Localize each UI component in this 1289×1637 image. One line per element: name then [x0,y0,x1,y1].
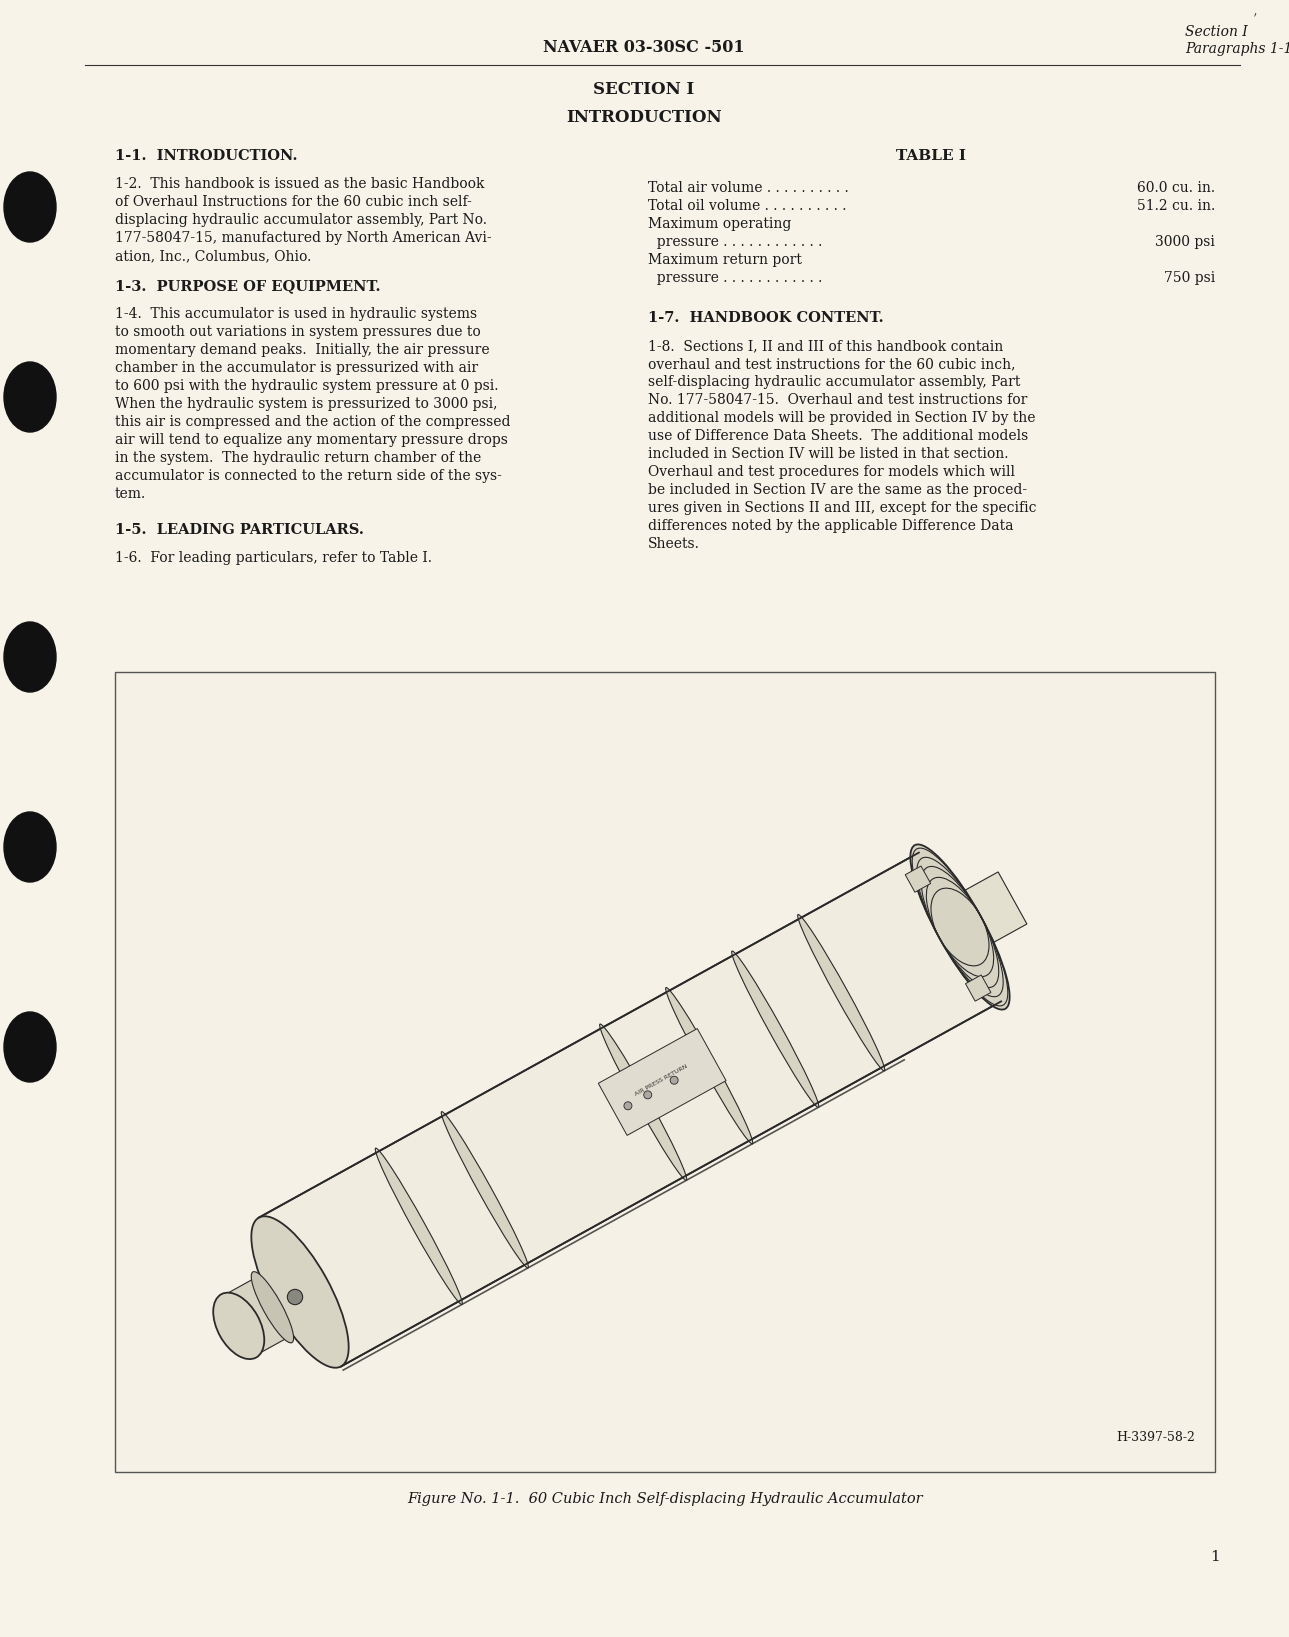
Text: Maximum operating: Maximum operating [648,218,791,231]
Text: ation, Inc., Columbus, Ohio.: ation, Inc., Columbus, Ohio. [115,249,312,264]
Text: Total air volume . . . . . . . . . .: Total air volume . . . . . . . . . . [648,182,848,195]
Text: to 600 psi with the hydraulic system pressure at 0 psi.: to 600 psi with the hydraulic system pre… [115,380,499,393]
Ellipse shape [670,1076,678,1084]
Text: 3000 psi: 3000 psi [1155,236,1216,249]
Text: self-displacing hydraulic accumulator assembly, Part: self-displacing hydraulic accumulator as… [648,375,1021,390]
Text: 1-3.  PURPOSE OF EQUIPMENT.: 1-3. PURPOSE OF EQUIPMENT. [115,278,380,293]
Ellipse shape [287,1290,303,1305]
Polygon shape [598,1028,726,1136]
Text: 60.0 cu. in.: 60.0 cu. in. [1137,182,1216,195]
Text: momentary demand peaks.  Initially, the air pressure: momentary demand peaks. Initially, the a… [115,344,490,357]
Text: of Overhaul Instructions for the 60 cubic inch self-: of Overhaul Instructions for the 60 cubi… [115,195,472,210]
Text: 51.2 cu. in.: 51.2 cu. in. [1137,200,1216,213]
Ellipse shape [4,812,55,882]
Text: pressure . . . . . . . . . . . .: pressure . . . . . . . . . . . . [648,272,822,285]
Ellipse shape [251,1272,294,1342]
Text: be included in Section IV are the same as the proced-: be included in Section IV are the same a… [648,483,1027,498]
Ellipse shape [375,1148,463,1305]
Text: Sheets.: Sheets. [648,537,700,552]
Text: 1-4.  This accumulator is used in hydraulic systems: 1-4. This accumulator is used in hydraul… [115,308,477,321]
Ellipse shape [665,987,753,1144]
Text: 1-6.  For leading particulars, refer to Table I.: 1-6. For leading particulars, refer to T… [115,552,432,565]
Text: NAVAER 03-30SC -501: NAVAER 03-30SC -501 [543,39,745,56]
Text: 1-7.  HANDBOOK CONTENT.: 1-7. HANDBOOK CONTENT. [648,311,884,326]
Text: tem.: tem. [115,486,146,501]
Ellipse shape [4,172,55,242]
Ellipse shape [910,845,1009,1010]
Text: SECTION I: SECTION I [593,80,695,98]
Text: Maximum return port: Maximum return port [648,254,802,267]
Text: in the system.  The hydraulic return chamber of the: in the system. The hydraulic return cham… [115,452,481,465]
Text: differences noted by the applicable Difference Data: differences noted by the applicable Diff… [648,519,1013,534]
Text: Figure No. 1-1.  60 Cubic Inch Self-displacing Hydraulic Accumulator: Figure No. 1-1. 60 Cubic Inch Self-displ… [407,1491,923,1506]
Text: AIR PRESS RETURN: AIR PRESS RETURN [634,1064,688,1097]
Ellipse shape [732,951,819,1107]
Polygon shape [965,976,991,1002]
Text: 1-5.  LEADING PARTICULARS.: 1-5. LEADING PARTICULARS. [115,522,363,537]
Ellipse shape [213,1293,264,1359]
Text: H-3397-58-2: H-3397-58-2 [1116,1431,1195,1444]
Text: to smooth out variations in system pressures due to: to smooth out variations in system press… [115,326,481,339]
Ellipse shape [599,1025,687,1180]
Bar [115,673,1216,1472]
Ellipse shape [643,1090,652,1098]
Text: this air is compressed and the action of the compressed: this air is compressed and the action of… [115,416,510,429]
Text: Section I: Section I [1185,25,1248,39]
Polygon shape [946,873,1027,953]
Text: ’: ’ [1253,11,1257,26]
Ellipse shape [798,915,884,1071]
Text: additional models will be provided in Section IV by the: additional models will be provided in Se… [648,411,1035,426]
Text: 1-8.  Sections I, II and III of this handbook contain: 1-8. Sections I, II and III of this hand… [648,339,1003,354]
Text: ures given in Sections II and III, except for the specific: ures given in Sections II and III, excep… [648,501,1036,516]
Text: 750 psi: 750 psi [1164,272,1216,285]
Text: Paragraphs 1-1 to 1-8: Paragraphs 1-1 to 1-8 [1185,43,1289,56]
Ellipse shape [624,1102,632,1110]
Text: overhaul and test instructions for the 60 cubic inch,: overhaul and test instructions for the 6… [648,357,1016,372]
Text: 1-2.  This handbook is issued as the basic Handbook: 1-2. This handbook is issued as the basi… [115,177,485,192]
Ellipse shape [441,1112,528,1269]
Text: TABLE I: TABLE I [897,149,967,164]
Text: 1: 1 [1210,1550,1219,1563]
Text: When the hydraulic system is pressurized to 3000 psi,: When the hydraulic system is pressurized… [115,398,498,411]
Polygon shape [905,866,931,892]
Text: 177-58047-15, manufactured by North American Avi-: 177-58047-15, manufactured by North Amer… [115,231,491,246]
Text: use of Difference Data Sheets.  The additional models: use of Difference Data Sheets. The addit… [648,429,1029,444]
Text: accumulator is connected to the return side of the sys-: accumulator is connected to the return s… [115,468,501,483]
Ellipse shape [4,362,55,432]
Text: pressure . . . . . . . . . . . .: pressure . . . . . . . . . . . . [648,236,822,249]
Ellipse shape [4,622,55,692]
Ellipse shape [4,1012,55,1082]
Text: included in Section IV will be listed in that section.: included in Section IV will be listed in… [648,447,1008,462]
Text: displacing hydraulic accumulator assembly, Part No.: displacing hydraulic accumulator assembl… [115,213,487,228]
Text: No. 177-58047-15.  Overhaul and test instructions for: No. 177-58047-15. Overhaul and test inst… [648,393,1027,408]
Polygon shape [259,853,1002,1367]
Text: chamber in the accumulator is pressurized with air: chamber in the accumulator is pressurize… [115,362,478,375]
Ellipse shape [251,1216,349,1369]
Text: 1-1.  INTRODUCTION.: 1-1. INTRODUCTION. [115,149,298,164]
Text: INTRODUCTION: INTRODUCTION [566,108,722,126]
Text: air will tend to equalize any momentary pressure drops: air will tend to equalize any momentary … [115,434,508,447]
Text: Overhaul and test procedures for models which will: Overhaul and test procedures for models … [648,465,1014,480]
Text: Total oil volume . . . . . . . . . .: Total oil volume . . . . . . . . . . [648,200,847,213]
Polygon shape [222,1262,317,1355]
